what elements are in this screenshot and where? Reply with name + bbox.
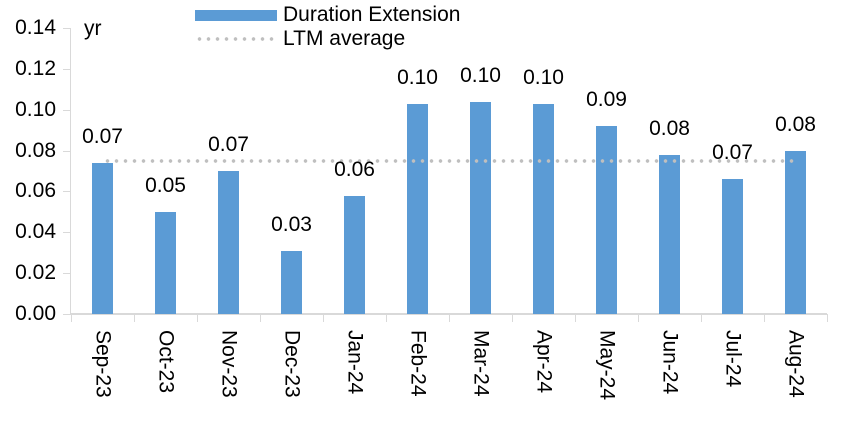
bar-Jul-24 <box>722 179 743 314</box>
legend-label-duration-extension: Duration Extension <box>283 3 461 26</box>
bar-May-24 <box>596 126 617 314</box>
y-axis-tick-label: 0.04 <box>15 220 56 243</box>
bar-Aug-24 <box>785 150 806 314</box>
x-axis-category-label: Oct-23 <box>154 330 178 394</box>
legend-bar-swatch-icon <box>195 9 277 21</box>
x-axis-tick <box>71 314 72 322</box>
legend-dotted-line-icon <box>195 37 277 41</box>
bar-value-label: 0.05 <box>145 173 186 197</box>
x-axis-tick <box>827 314 828 322</box>
bar-value-label: 0.08 <box>775 112 816 136</box>
bar-value-label: 0.06 <box>334 157 375 181</box>
bar-Mar-24 <box>470 101 491 314</box>
y-axis-tick-label: 0.08 <box>15 139 56 162</box>
x-axis-category-label: May-24 <box>595 330 619 401</box>
y-axis-tick-label: 0.10 <box>15 98 56 121</box>
bar-value-label: 0.09 <box>586 88 627 112</box>
x-axis-tick <box>197 314 198 322</box>
ltm-average-line <box>102 158 796 163</box>
x-axis-category-label: Aug-24 <box>784 330 808 398</box>
y-axis-tick-label: 0.14 <box>15 16 56 39</box>
y-axis-tick <box>63 191 71 192</box>
x-axis-category-label: Feb-24 <box>406 330 430 397</box>
bar-value-label: 0.07 <box>712 141 753 165</box>
x-axis-category-label: Sep-23 <box>91 330 115 398</box>
bar-Apr-24 <box>533 103 554 314</box>
y-axis-tick-label: 0.00 <box>15 302 56 325</box>
x-axis-category-label: Dec-23 <box>280 330 304 398</box>
x-axis-category-label: Apr-24 <box>532 330 556 394</box>
y-axis-tick <box>63 151 71 152</box>
y-axis-tick <box>63 69 71 70</box>
x-axis-tick <box>638 314 639 322</box>
bar-value-label: 0.07 <box>82 124 123 148</box>
y-axis-tick <box>63 110 71 111</box>
x-axis-tick <box>449 314 450 322</box>
x-axis-tick <box>512 314 513 322</box>
legend-label-ltm-average: LTM average <box>283 27 406 50</box>
bar-value-label: 0.03 <box>271 212 312 236</box>
x-axis-line <box>70 313 827 315</box>
x-axis-category-label: Nov-23 <box>217 330 241 398</box>
y-axis-line <box>70 28 71 314</box>
y-axis-tick <box>63 28 71 29</box>
x-axis-tick <box>260 314 261 322</box>
legend-item-duration-extension: Duration Extension <box>195 3 460 27</box>
bar-Oct-23 <box>155 211 176 314</box>
bar-value-label: 0.08 <box>649 116 690 140</box>
bar-Jan-24 <box>344 195 365 314</box>
bar-Jun-24 <box>659 154 680 314</box>
bar-value-label: 0.10 <box>397 65 438 89</box>
x-axis-tick <box>575 314 576 322</box>
bar-Dec-23 <box>281 250 302 314</box>
legend: Duration Extension LTM average <box>195 3 460 51</box>
y-axis-tick <box>63 273 71 274</box>
bar-value-label: 0.10 <box>460 63 501 87</box>
x-axis-category-label: Mar-24 <box>469 330 493 397</box>
x-axis-tick <box>323 314 324 322</box>
y-axis-tick-label: 0.12 <box>15 57 56 80</box>
y-axis-tick-label: 0.06 <box>15 179 56 202</box>
x-axis-tick <box>386 314 387 322</box>
bar-value-label: 0.07 <box>208 133 249 156</box>
x-axis-tick <box>134 314 135 322</box>
y-axis-tick <box>63 232 71 233</box>
x-axis-category-label: Jul-24 <box>721 330 745 388</box>
y-axis-tick-label: 0.02 <box>15 261 56 284</box>
bar-Nov-23 <box>218 171 239 314</box>
x-axis-category-label: Jun-24 <box>658 330 682 395</box>
y-axis-unit-label: yr <box>84 17 102 40</box>
bar-value-label: 0.10 <box>523 65 564 89</box>
legend-item-ltm-average: LTM average <box>195 27 460 51</box>
bar-Feb-24 <box>407 103 428 314</box>
x-axis-tick <box>764 314 765 322</box>
bar-Sep-23 <box>92 162 113 314</box>
x-axis-tick <box>701 314 702 322</box>
x-axis-category-label: Jan-24 <box>343 330 367 395</box>
y-axis-tick <box>63 314 71 315</box>
